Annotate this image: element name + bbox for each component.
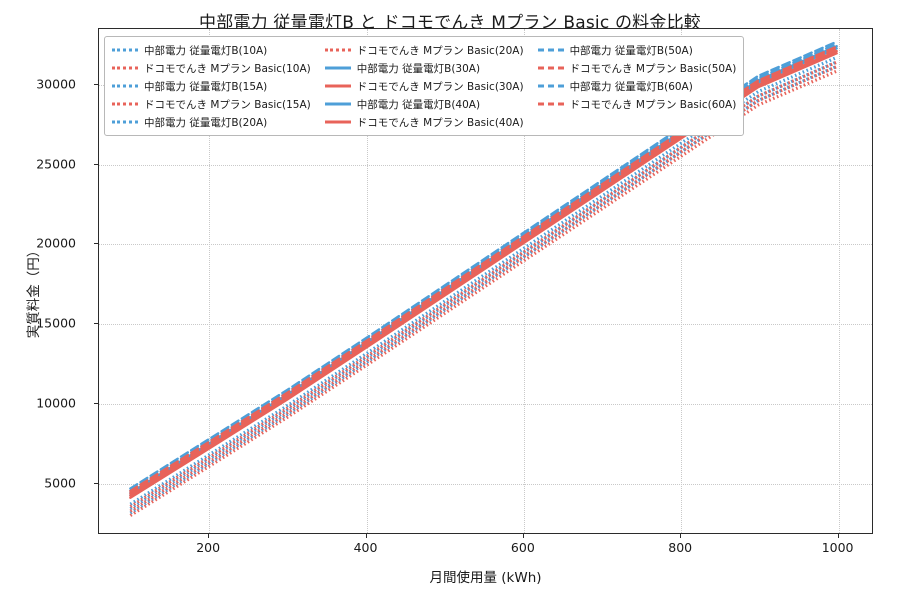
x-tick-label: 800 — [668, 540, 693, 555]
legend-item-label: ドコモでんき Mプラン Basic(40A) — [356, 116, 524, 129]
legend-item[interactable]: ドコモでんき Mプラン Basic(40A) — [324, 114, 524, 130]
y-tick-label: 10000 — [36, 395, 76, 411]
legend-item[interactable]: ドコモでんき Mプラン Basic(15A) — [112, 96, 311, 112]
y-axis-label: 実質料金（円） — [26, 243, 42, 339]
legend-item[interactable]: 中部電力 従量電灯B(10A) — [112, 42, 311, 58]
legend-item-label: 中部電力 従量電灯B(10A) — [144, 44, 268, 57]
legend-swatch-icon — [324, 81, 351, 92]
legend-item-label: 中部電力 従量電灯B(60A) — [569, 80, 693, 93]
x-tick-mark — [522, 534, 524, 538]
gridline-vertical — [523, 29, 525, 533]
legend-swatch-icon — [112, 99, 138, 110]
legend-swatch-icon — [112, 117, 138, 128]
legend-item[interactable]: ドコモでんき Mプラン Basic(60A) — [537, 96, 737, 112]
legend-swatch-icon — [537, 99, 564, 110]
series-line — [129, 40, 838, 490]
gridline-vertical — [366, 29, 368, 533]
legend-swatch-icon — [112, 45, 138, 56]
gridline-vertical — [681, 29, 683, 533]
x-tick-label: 200 — [196, 540, 221, 555]
x-axis-label: 月間使用量 (kWh) — [429, 570, 542, 586]
legend-item-label: 中部電力 従量電灯B(50A) — [569, 44, 693, 57]
legend-swatch-icon — [324, 45, 351, 56]
legend-item[interactable]: 中部電力 従量電灯B(40A) — [324, 96, 524, 112]
legend-item[interactable]: 中部電力 従量電灯B(50A) — [537, 42, 737, 58]
x-tick-label: 400 — [353, 540, 378, 555]
y-tick-label: 5000 — [44, 475, 76, 491]
legend-column: 中部電力 従量電灯B(50A) ドコモでんき Mプラン Basic(50A) 中部電… — [537, 42, 737, 130]
legend-column: ドコモでんき Mプラン Basic(20A) 中部電力 従量電灯B(30A) ドコモ… — [324, 42, 524, 130]
legend-item-label: 中部電力 従量電灯B(40A) — [356, 98, 481, 111]
y-tick-label: 25000 — [36, 156, 76, 172]
legend-swatch-icon — [537, 63, 564, 74]
x-tick-mark — [208, 534, 210, 538]
series-line — [129, 65, 838, 513]
legend-item[interactable]: 中部電力 従量電灯B(15A) — [112, 78, 311, 94]
legend-swatch-icon — [324, 117, 351, 128]
legend-swatch-icon — [112, 81, 138, 92]
gridline-horizontal — [99, 404, 872, 406]
legend-item[interactable]: ドコモでんき Mプラン Basic(20A) — [324, 42, 524, 58]
gridline-vertical — [838, 29, 840, 533]
legend-item-label: ドコモでんき Mプラン Basic(15A) — [144, 98, 311, 111]
legend-column: 中部電力 従量電灯B(10A) ドコモでんき Mプラン Basic(10A) 中部電… — [112, 42, 311, 130]
y-tick-label: 20000 — [36, 235, 76, 251]
legend-swatch-icon — [537, 45, 564, 56]
gridline-horizontal — [99, 244, 872, 246]
x-tick-label: 600 — [510, 540, 535, 555]
legend-item[interactable]: 中部電力 従量電灯B(20A) — [112, 114, 311, 130]
y-tick-mark — [94, 243, 98, 245]
legend-swatch-icon — [324, 99, 351, 110]
legend-swatch-icon — [537, 81, 564, 92]
y-tick-mark — [94, 83, 98, 85]
legend-item[interactable]: ドコモでんき Mプラン Basic(10A) — [112, 60, 311, 76]
legend-item-label: 中部電力 従量電灯B(15A) — [144, 80, 268, 93]
gridline-horizontal — [99, 483, 872, 485]
gridline-horizontal — [99, 324, 872, 326]
legend-item-label: ドコモでんき Mプラン Basic(60A) — [569, 98, 737, 111]
y-tick-mark — [94, 163, 98, 165]
legend-item[interactable]: 中部電力 従量電灯B(30A) — [324, 60, 524, 76]
series-line — [129, 60, 838, 508]
chart-legend: 中部電力 従量電灯B(10A) ドコモでんき Mプラン Basic(10A) 中部電… — [104, 36, 745, 136]
x-tick-mark — [365, 534, 367, 538]
legend-item-label: ドコモでんき Mプラン Basic(30A) — [356, 80, 524, 93]
legend-item[interactable]: ドコモでんき Mプラン Basic(50A) — [537, 60, 737, 76]
legend-item-label: ドコモでんき Mプラン Basic(10A) — [144, 62, 311, 75]
legend-item[interactable]: 中部電力 従量電灯B(60A) — [537, 78, 737, 94]
legend-swatch-icon — [324, 63, 351, 74]
x-tick-mark — [837, 534, 839, 538]
legend-swatch-icon — [112, 63, 138, 74]
y-tick-mark — [94, 323, 98, 325]
legend-item-label: ドコモでんき Mプラン Basic(50A) — [569, 62, 737, 75]
gridline-horizontal — [99, 164, 872, 166]
gridline-vertical — [209, 29, 211, 533]
legend-item-label: 中部電力 従量電灯B(20A) — [144, 116, 268, 129]
y-tick-label: 15000 — [36, 315, 76, 331]
x-tick-mark — [680, 534, 682, 538]
legend-item[interactable]: ドコモでんき Mプラン Basic(30A) — [324, 78, 524, 94]
legend-item-label: ドコモでんき Mプラン Basic(20A) — [356, 44, 524, 57]
y-tick-label: 30000 — [36, 76, 76, 92]
series-line — [129, 69, 838, 517]
legend-item-label: 中部電力 従量電灯B(30A) — [356, 62, 481, 75]
x-tick-label: 1000 — [821, 540, 854, 555]
y-tick-mark — [94, 482, 98, 484]
y-tick-mark — [94, 403, 98, 405]
